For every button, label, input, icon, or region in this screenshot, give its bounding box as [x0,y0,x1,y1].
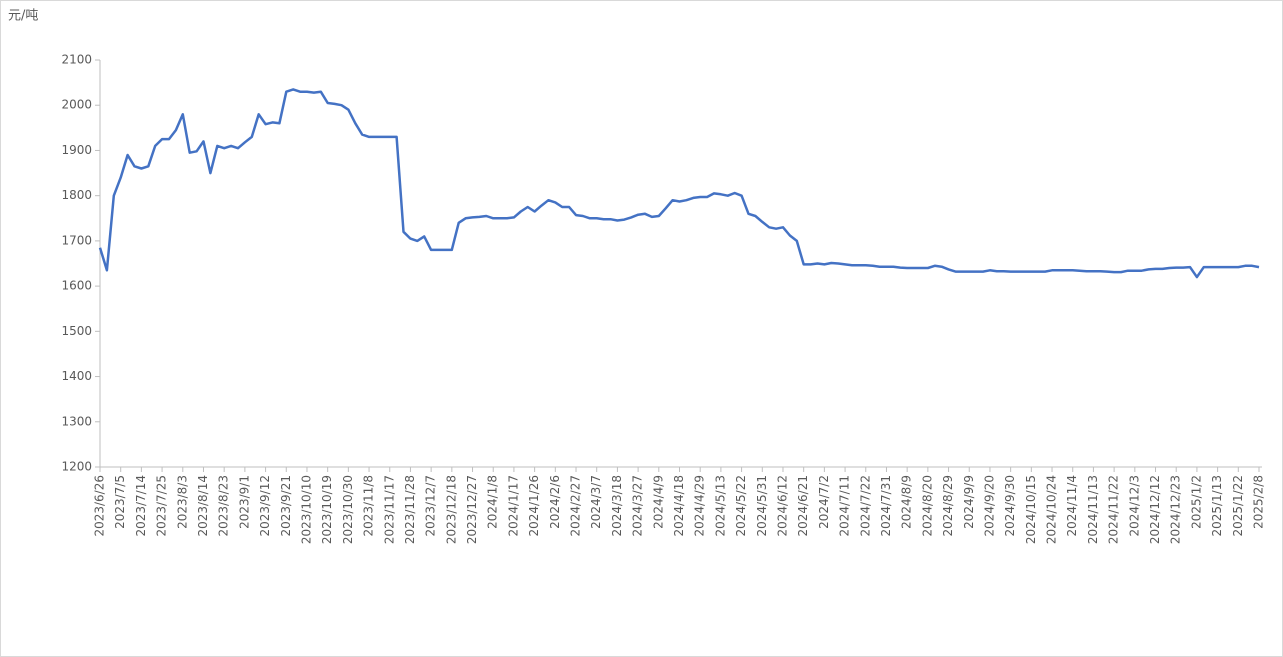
x-tick-label: 2023/9/21 [279,475,293,537]
x-tick-label: 2023/12/7 [424,475,438,537]
x-tick-label: 2024/2/6 [548,475,562,529]
x-tick-label: 2024/7/22 [858,475,872,537]
x-tick-label: 2023/10/10 [299,475,313,544]
x-tick-label: 2023/7/25 [155,475,169,537]
x-tick-label: 2025/2/8 [1252,475,1266,529]
x-tick-label: 2024/5/13 [713,475,727,537]
x-tick-label: 2023/9/1 [237,475,251,529]
x-tick-label: 2024/8/20 [920,475,934,537]
x-tick-label: 2024/12/12 [1148,475,1162,544]
x-tick-label: 2023/9/12 [258,475,272,537]
x-tick-label: 2024/9/30 [1003,475,1017,537]
x-tick-label: 2024/3/18 [610,475,624,537]
x-tick-label: 2024/4/9 [651,475,665,529]
y-tick-label: 1500 [61,324,92,338]
x-tick-label: 2023/12/27 [465,475,479,544]
x-tick-label: 2025/1/13 [1210,475,1224,537]
y-tick-label: 1600 [61,279,92,293]
x-tick-label: 2024/12/3 [1127,475,1141,537]
x-tick-label: 2024/1/8 [486,475,500,529]
y-unit: 元/吨 [8,9,38,24]
x-tick-label: 2024/12/23 [1169,475,1183,544]
x-tick-label: 2025/1/22 [1231,475,1245,537]
y-tick-label: 2100 [61,53,92,67]
x-tick-label: 2024/9/9 [962,475,976,529]
x-tick-label: 2024/11/4 [1065,475,1079,537]
x-tick-label: 2024/7/11 [838,475,852,537]
x-tick-label: 2024/4/18 [672,475,686,537]
x-tick-label: 2025/1/2 [1189,475,1203,529]
x-tick-label: 2024/7/31 [879,475,893,537]
x-tick-label: 2024/9/20 [982,475,996,537]
x-tick-label: 2024/5/22 [734,475,748,537]
x-tick-label: 2023/12/18 [444,475,458,544]
x-tick-label: 2023/7/5 [113,475,127,529]
y-tick-label: 2000 [61,98,92,112]
x-tick-label: 2023/11/8 [362,475,376,537]
x-tick-label: 2024/4/29 [693,475,707,537]
x-tick-label: 2024/6/12 [775,475,789,537]
x-tick-label: 2024/11/22 [1107,475,1121,544]
x-tick-label: 2023/8/23 [217,475,231,537]
x-tick-label: 2024/2/27 [569,475,583,537]
y-tick-label: 1700 [61,233,92,247]
x-tick-label: 2024/11/13 [1086,475,1100,544]
x-tick-label: 2024/8/29 [941,475,955,537]
x-tick-label: 2023/6/26 [93,475,107,537]
x-tick-label: 2024/1/17 [506,475,520,537]
x-tick-label: 2023/10/30 [341,475,355,544]
x-tick-label: 2024/7/2 [817,475,831,529]
x-tick-label: 2024/6/21 [796,475,810,537]
x-tick-label: 2024/8/9 [900,475,914,529]
x-tick-label: 2023/11/17 [382,475,396,544]
x-tick-label: 2023/10/19 [320,475,334,544]
y-tick-label: 1800 [61,188,92,202]
y-tick-label: 1900 [61,143,92,157]
x-tick-label: 2023/7/14 [134,475,148,537]
y-tick-label: 1200 [61,460,92,474]
y-tick-label: 1300 [61,414,92,428]
x-tick-label: 2023/8/14 [196,475,210,537]
x-tick-label: 2023/11/28 [403,475,417,544]
x-tick-label: 2024/3/7 [589,475,603,529]
x-tick-label: 2024/1/26 [527,475,541,537]
x-tick-label: 2023/8/3 [175,475,189,529]
y-tick-label: 1400 [61,369,92,383]
line [98,88,1260,279]
x-tick-label: 2024/10/24 [1045,475,1059,544]
x-tick-label: 2024/3/27 [631,475,645,537]
x-tick-label: 2024/5/31 [755,475,769,537]
x-tick-label: 2024/10/15 [1024,475,1038,544]
